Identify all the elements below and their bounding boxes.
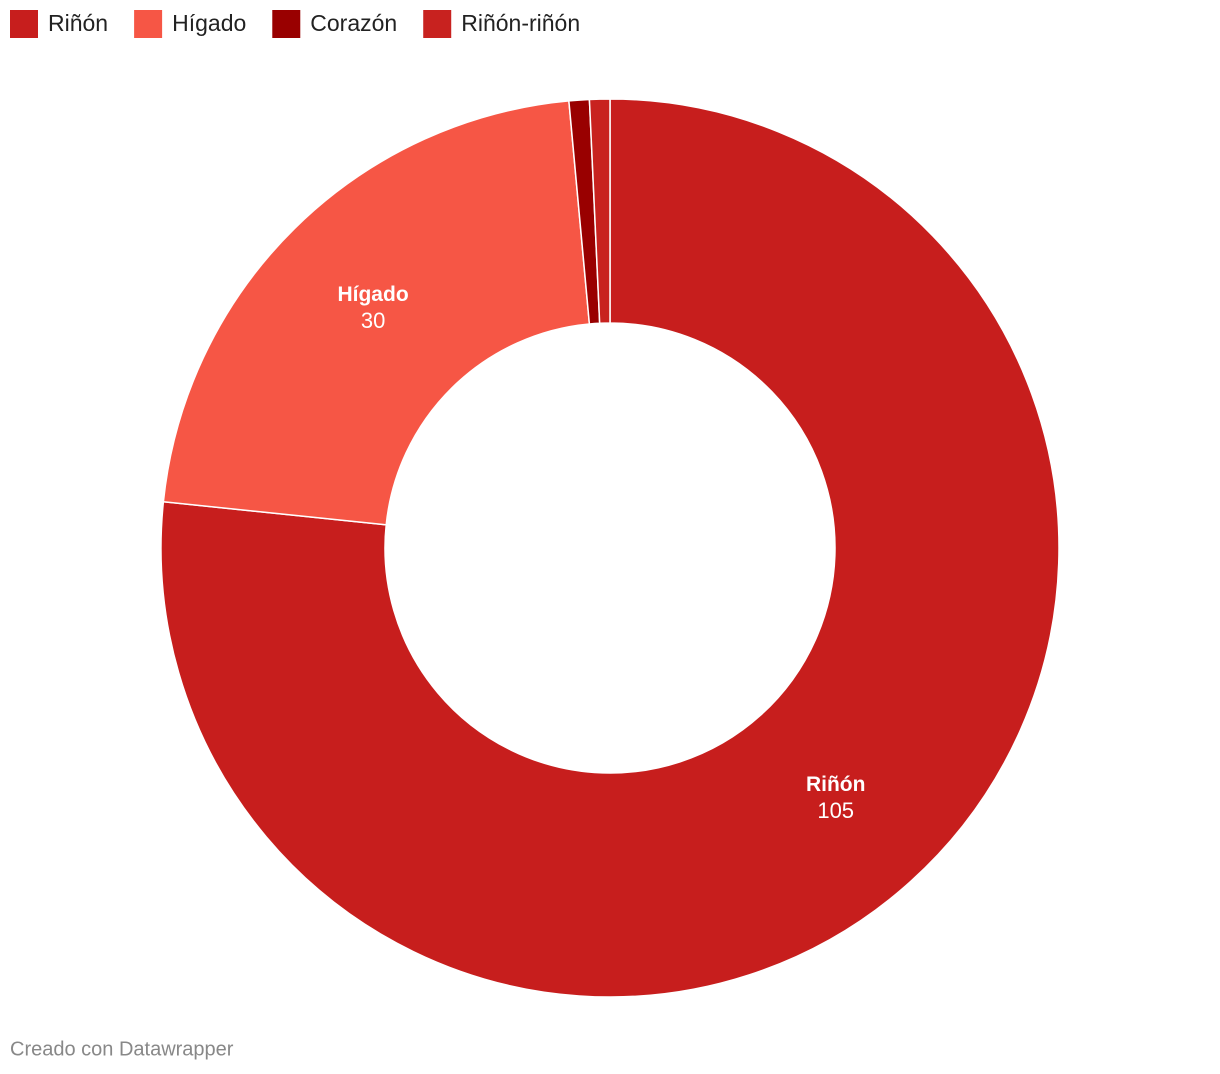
slice [160,98,1060,998]
legend-swatch [423,10,452,38]
legend-swatch [272,10,301,38]
legend-label: Riñón-riñón [461,10,580,36]
slice-name: Riñón [806,773,865,796]
legend-swatch [10,10,38,38]
footer: Creado con Datawrapper [10,1038,234,1060]
legend-label: Hígado [172,10,246,36]
slice-name: Hígado [337,283,408,306]
legend-label: Riñón [48,10,108,36]
slice-value: 105 [817,798,854,823]
legend-swatch [134,10,163,38]
legend-label: Corazón [310,10,397,36]
slice [588,98,611,325]
slice [162,100,591,526]
slice-value: 30 [361,308,385,333]
